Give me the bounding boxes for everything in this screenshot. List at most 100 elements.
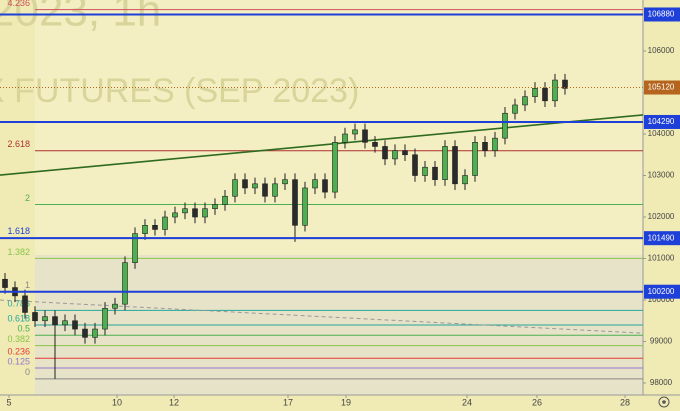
candle-body [22,295,28,313]
candle-body [472,142,478,176]
candle-body [382,146,388,160]
zone [35,0,643,290]
settings-button[interactable] [658,396,670,408]
candle-body [302,187,308,226]
last-price-box [644,80,680,95]
candle-body [562,79,568,89]
candle-body [142,225,148,234]
level-label: 104290 [648,117,675,126]
level-box [644,114,680,129]
x-tick-label: 5 [6,397,11,407]
candle-body [192,208,198,218]
candle-body [202,208,208,218]
candle-body [282,179,288,185]
candle-body [262,183,268,197]
fib-label: 1.618 [7,226,30,236]
y-tick-label: 104000 [648,129,675,138]
candle-body [402,150,408,156]
candle-body [212,204,218,210]
candle-body [122,262,128,305]
x-tick-label: 19 [341,397,351,407]
candle-body [422,166,428,176]
gear-icon[interactable] [662,400,666,404]
candle-body [272,183,278,197]
watermark: 2023, 1h [0,0,161,36]
candle-body [502,112,508,139]
candle-body [182,208,188,214]
candle-body [532,88,538,97]
fib-label: 0 [25,367,30,377]
price-axis [643,0,680,411]
candle-body [332,142,338,193]
fib-label: 0.786 [7,299,30,309]
candle-body [252,183,258,189]
y-tick-label: 101000 [648,254,675,263]
candle-body [82,328,88,338]
candle-body [32,312,38,322]
candle-body [362,129,368,143]
x-tick-label: 28 [620,397,630,407]
candle-body [292,179,298,226]
fib-label: 0.382 [7,334,30,344]
candle-body [442,146,448,180]
candle-body [162,216,168,230]
fib-label: 4.236 [7,0,30,8]
fib-label: 2 [25,193,30,203]
candle-body [2,278,8,288]
fib-label: 0.618 [7,313,30,323]
candle-body [552,79,558,102]
candle-body [372,142,378,147]
candle-body [232,179,238,197]
y-tick-label: 100000 [648,295,675,304]
candle-body [342,133,348,143]
candle-body [222,195,228,205]
level-box [644,284,680,299]
candle-body [242,179,248,189]
x-tick-label: 17 [283,397,293,407]
y-tick-label: 102000 [648,212,675,221]
candle-body [322,179,328,193]
candle-body [512,104,518,114]
x-tick-label: 12 [169,397,179,407]
trend-line [0,114,644,176]
candle-body [112,303,118,309]
fib-label: 1 [25,280,30,290]
level-box [644,231,680,246]
candle-body [522,96,528,106]
watermark: X FUTURES (SEP 2023) [0,72,359,110]
level-box [644,7,680,22]
candle-body [462,175,468,185]
candle-body [482,142,488,151]
candle-body [312,179,318,189]
candle-body [412,154,418,176]
candle-body [102,308,108,330]
gear-icon[interactable] [658,396,670,408]
fib-label: 2.618 [7,139,30,149]
trend-line [0,299,644,334]
fib-label: 1.382 [7,247,30,257]
candle-body [392,150,398,160]
y-tick-label: 98000 [650,378,673,387]
level-label: 106880 [648,10,675,19]
y-tick-label: 106000 [648,46,675,55]
candle-body [432,166,438,180]
y-tick-label: 103000 [648,171,675,180]
candle-body [492,137,498,151]
fib-label: 0.125 [7,356,30,366]
y-tick-label: 99000 [650,337,673,346]
candle-body [42,316,48,322]
candle-body [352,129,358,135]
x-tick-label: 24 [462,397,472,407]
fib-label: 0.5 [17,324,30,334]
fib-label: 0.236 [7,347,30,357]
x-tick-label: 26 [532,397,542,407]
candle-body [542,88,548,102]
candle-body [152,225,158,230]
candle-body [92,328,98,338]
level-label: 101490 [648,233,675,242]
candle-body [62,320,68,326]
candle-body [452,146,458,185]
candle-body [172,212,178,218]
x-tick-label: 10 [112,397,122,407]
